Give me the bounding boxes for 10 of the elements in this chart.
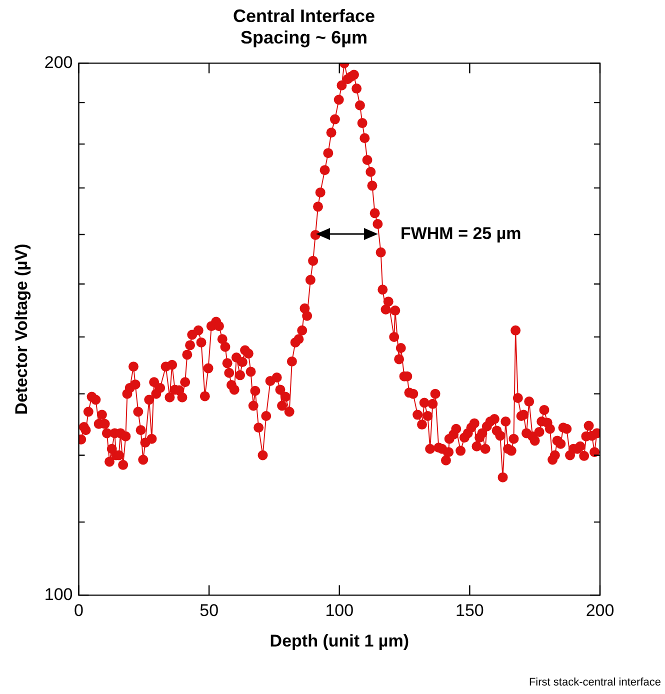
x-tick-label: 0 xyxy=(74,601,84,620)
x-axis-title: Depth (unit 1 µm) xyxy=(270,631,409,650)
x-tick-label: 50 xyxy=(200,601,219,620)
text: First stack-central interface xyxy=(528,676,661,689)
chart-title: Central Interface Spacing ~ 6µm xyxy=(232,6,376,48)
x-tick-label: 200 xyxy=(586,601,614,620)
annotation: FWHM = 25 µm xyxy=(400,224,522,244)
x-tick-label: 100 xyxy=(325,601,354,620)
x-tick-label: 150 xyxy=(456,601,484,620)
y-axis-title: Detector Voltage (µV) xyxy=(12,244,31,415)
